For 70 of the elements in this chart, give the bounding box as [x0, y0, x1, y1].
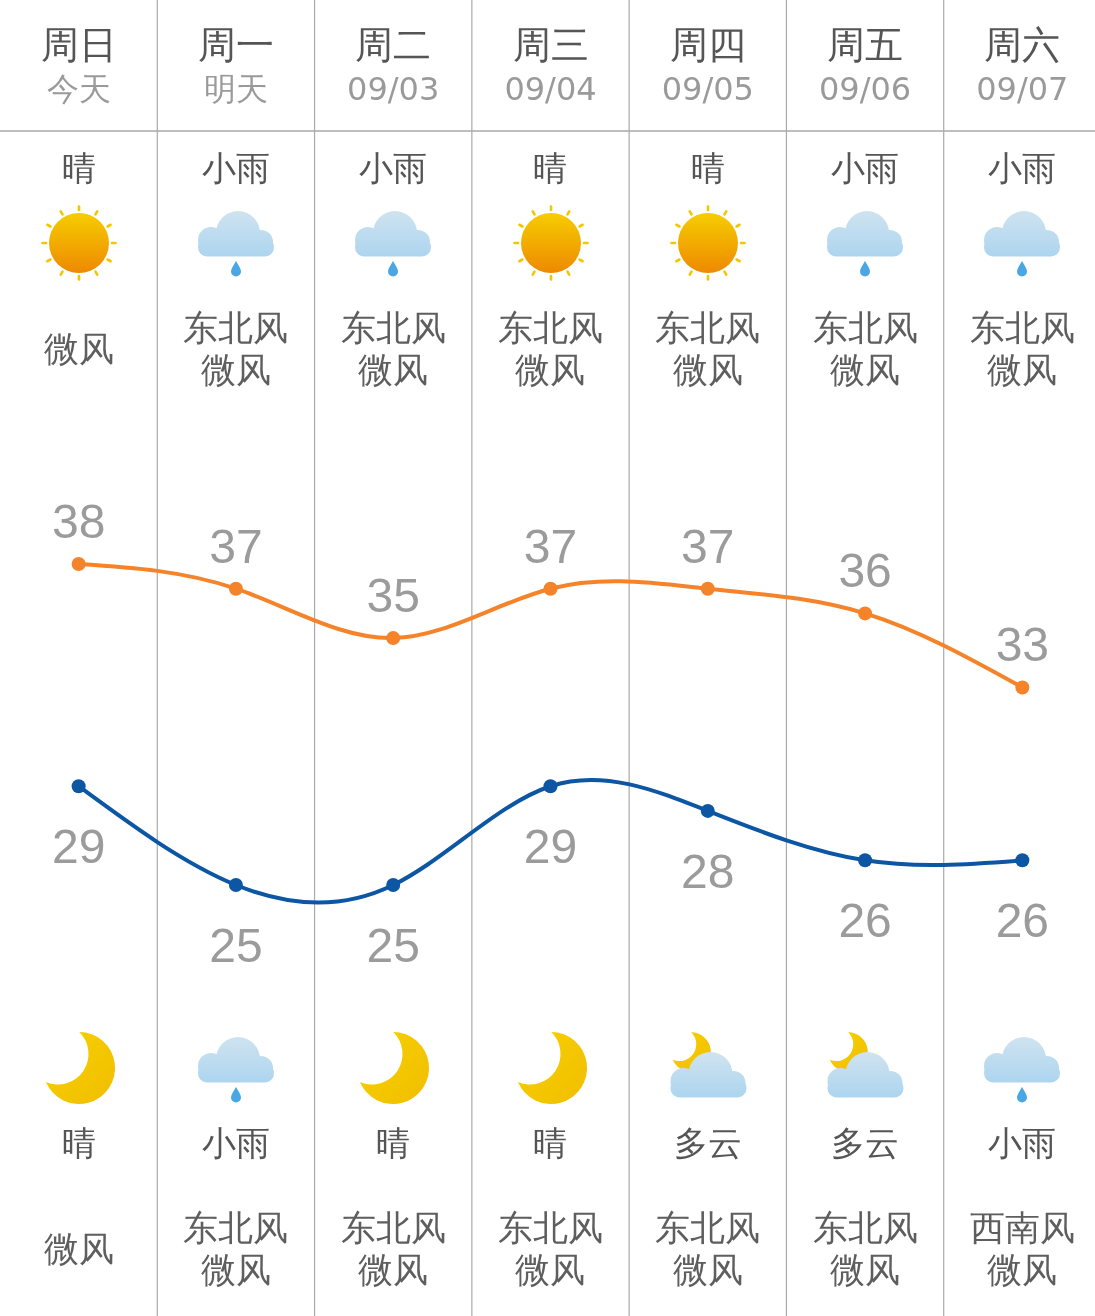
- text: 微风: [43, 328, 114, 370]
- data-label: 29: [51, 820, 106, 874]
- data-label: 28: [681, 845, 735, 898]
- text: 小雨: [831, 147, 900, 189]
- text: 西南风微风: [968, 1207, 1076, 1291]
- text: 晴: [376, 1122, 411, 1164]
- text: 小雨: [201, 147, 270, 189]
- point: [543, 581, 558, 596]
- x-tick-label: 周一: [197, 23, 274, 67]
- point: [386, 878, 401, 892]
- point: [858, 606, 873, 621]
- text: 09/03: [347, 69, 440, 110]
- point: [1015, 680, 1030, 695]
- data-label: 25: [209, 919, 263, 973]
- text: 晴: [690, 147, 725, 189]
- data-label: 26: [838, 894, 892, 948]
- text: 09/04: [504, 69, 597, 110]
- data-label: 35: [366, 569, 420, 623]
- data-label: 33: [995, 618, 1050, 672]
- text: 晴: [533, 147, 568, 189]
- point: [71, 779, 86, 794]
- text: 小雨: [988, 1122, 1057, 1164]
- text: 东北风微风: [497, 1207, 604, 1291]
- data-label: 38: [51, 495, 106, 548]
- data-label: 36: [838, 544, 892, 598]
- text: 多云: [831, 1122, 900, 1164]
- text: 东北风微风: [182, 307, 290, 391]
- data-label: 26: [995, 894, 1050, 948]
- text: 微风: [43, 1228, 114, 1270]
- text: 东北风微风: [497, 307, 604, 391]
- text: 晴: [533, 1122, 568, 1164]
- text: 东北风微风: [811, 307, 919, 391]
- data-label: 37: [681, 519, 735, 573]
- data-label: 25: [366, 919, 420, 973]
- text: 东北风微风: [654, 307, 762, 391]
- point: [228, 878, 243, 892]
- point: [858, 853, 873, 868]
- text: 小雨: [201, 1122, 270, 1164]
- point: [1015, 853, 1030, 868]
- text: 东北风微风: [654, 1207, 762, 1291]
- text: 晴: [61, 147, 96, 189]
- x-tick-label: 周三: [512, 23, 589, 67]
- text: 今天: [46, 69, 111, 110]
- x-tick-label: 周日: [40, 23, 117, 67]
- point: [386, 631, 401, 646]
- text: 小雨: [988, 147, 1057, 189]
- text: 09/07: [976, 69, 1069, 110]
- point: [700, 803, 715, 818]
- data-label: 37: [523, 519, 578, 573]
- point: [228, 581, 243, 596]
- point: [700, 581, 715, 596]
- data-label: 29: [523, 820, 578, 874]
- text: 东北风微风: [182, 1207, 290, 1291]
- x-tick-label: 周二: [355, 23, 432, 67]
- text: 09/06: [818, 69, 912, 110]
- text: 晴: [61, 1122, 96, 1164]
- text: 东北风微风: [968, 307, 1076, 391]
- x-tick-label: 周四: [669, 23, 746, 67]
- text: 09/05: [661, 69, 754, 110]
- text: 多云: [673, 1122, 742, 1164]
- text: 东北风微风: [339, 1207, 447, 1291]
- text: 小雨: [359, 147, 428, 189]
- text: 东北风微风: [339, 307, 447, 391]
- point: [71, 557, 86, 571]
- x-tick-label: 周五: [827, 23, 904, 67]
- point: [543, 779, 558, 794]
- x-tick-label: 周六: [984, 23, 1061, 67]
- text: 东北风微风: [811, 1207, 919, 1291]
- text: 明天: [203, 69, 268, 110]
- data-label: 37: [209, 519, 263, 573]
